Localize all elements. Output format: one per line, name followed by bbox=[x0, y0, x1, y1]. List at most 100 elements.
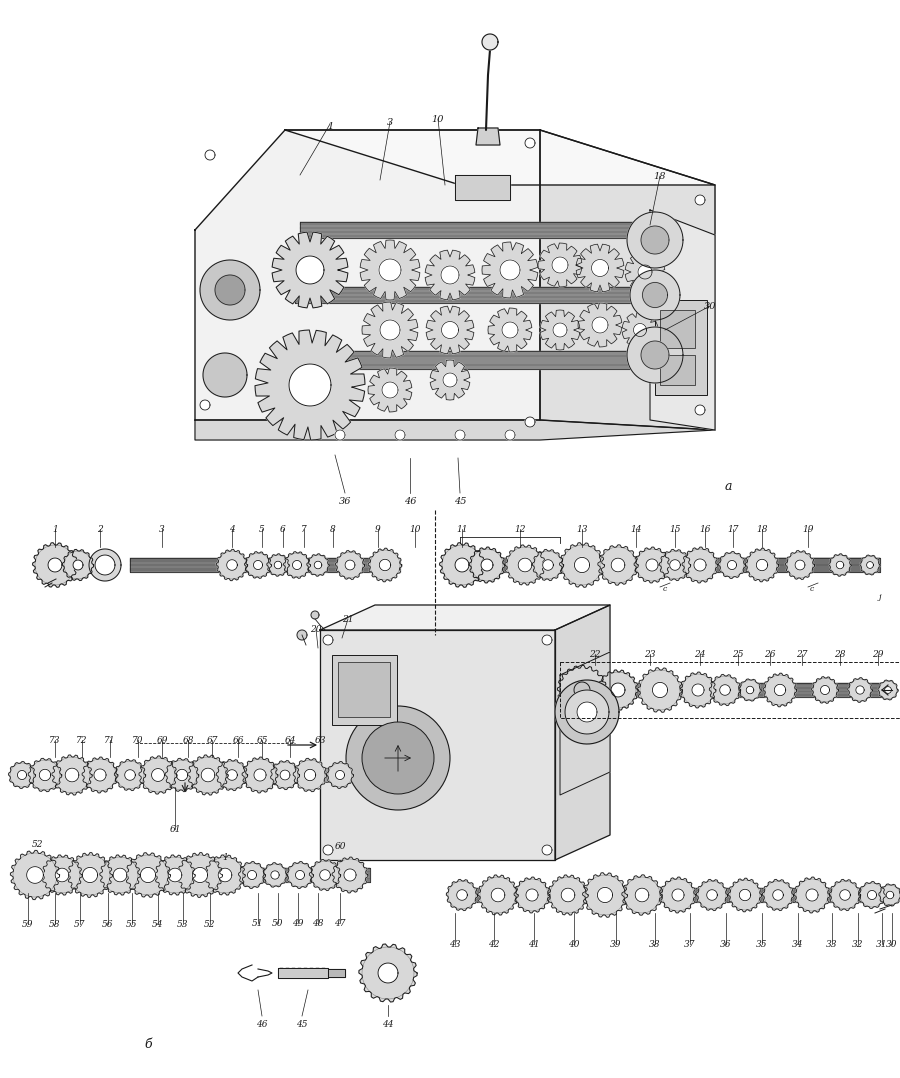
Polygon shape bbox=[255, 330, 365, 440]
Polygon shape bbox=[126, 853, 170, 897]
Text: 22: 22 bbox=[590, 650, 601, 659]
Polygon shape bbox=[227, 559, 238, 570]
Polygon shape bbox=[478, 875, 518, 915]
Polygon shape bbox=[292, 561, 302, 569]
Polygon shape bbox=[130, 558, 400, 572]
Polygon shape bbox=[476, 128, 500, 146]
Polygon shape bbox=[382, 382, 398, 398]
Text: 10: 10 bbox=[432, 115, 445, 124]
Polygon shape bbox=[89, 549, 121, 581]
Polygon shape bbox=[205, 150, 215, 160]
Polygon shape bbox=[709, 675, 741, 706]
Polygon shape bbox=[52, 755, 92, 796]
Polygon shape bbox=[300, 222, 640, 238]
Polygon shape bbox=[514, 877, 550, 913]
Text: 37: 37 bbox=[684, 940, 696, 949]
Text: 51: 51 bbox=[252, 920, 264, 928]
Polygon shape bbox=[345, 561, 355, 570]
Polygon shape bbox=[297, 630, 307, 640]
Polygon shape bbox=[482, 241, 538, 298]
Polygon shape bbox=[378, 963, 398, 983]
Polygon shape bbox=[660, 877, 696, 913]
Polygon shape bbox=[18, 768, 355, 782]
Polygon shape bbox=[739, 679, 761, 701]
Polygon shape bbox=[40, 770, 50, 780]
Bar bbox=[338, 662, 390, 717]
Polygon shape bbox=[176, 770, 188, 780]
Polygon shape bbox=[560, 683, 890, 697]
Polygon shape bbox=[95, 555, 115, 575]
Text: 3: 3 bbox=[159, 525, 165, 534]
Polygon shape bbox=[193, 868, 208, 883]
Polygon shape bbox=[540, 130, 715, 430]
Polygon shape bbox=[245, 552, 272, 579]
Polygon shape bbox=[560, 542, 605, 588]
Polygon shape bbox=[695, 405, 705, 415]
Text: 11: 11 bbox=[456, 525, 468, 534]
Polygon shape bbox=[455, 175, 510, 201]
Polygon shape bbox=[272, 232, 348, 308]
Bar bbox=[655, 300, 707, 395]
Polygon shape bbox=[611, 558, 625, 571]
Polygon shape bbox=[692, 683, 704, 696]
Polygon shape bbox=[868, 890, 877, 899]
Text: 67: 67 bbox=[206, 736, 218, 745]
Polygon shape bbox=[859, 882, 886, 909]
Polygon shape bbox=[626, 252, 665, 292]
Polygon shape bbox=[646, 558, 658, 571]
Text: 61: 61 bbox=[169, 825, 181, 834]
Polygon shape bbox=[505, 544, 545, 585]
Text: 43: 43 bbox=[449, 940, 461, 949]
Text: 60: 60 bbox=[334, 842, 346, 851]
Polygon shape bbox=[574, 682, 590, 697]
Polygon shape bbox=[295, 870, 304, 880]
Polygon shape bbox=[307, 554, 329, 577]
Polygon shape bbox=[660, 550, 690, 581]
Text: 47: 47 bbox=[334, 920, 346, 928]
Circle shape bbox=[362, 722, 434, 794]
Polygon shape bbox=[867, 562, 873, 568]
Polygon shape bbox=[254, 769, 266, 782]
Polygon shape bbox=[11, 851, 59, 900]
Text: 18: 18 bbox=[756, 525, 768, 534]
Polygon shape bbox=[426, 306, 474, 354]
Text: 73: 73 bbox=[50, 736, 61, 745]
Polygon shape bbox=[591, 260, 608, 276]
Polygon shape bbox=[360, 240, 420, 300]
Text: 14: 14 bbox=[630, 525, 642, 534]
Polygon shape bbox=[542, 845, 552, 855]
Polygon shape bbox=[274, 562, 282, 569]
Text: 27: 27 bbox=[796, 650, 808, 659]
Polygon shape bbox=[362, 302, 418, 358]
Polygon shape bbox=[17, 771, 27, 779]
Polygon shape bbox=[745, 549, 778, 582]
Polygon shape bbox=[155, 855, 195, 895]
Text: 57: 57 bbox=[74, 920, 86, 929]
Polygon shape bbox=[720, 685, 730, 695]
Polygon shape bbox=[425, 250, 475, 300]
Polygon shape bbox=[216, 759, 248, 790]
Polygon shape bbox=[774, 685, 786, 695]
Polygon shape bbox=[886, 892, 894, 899]
Text: 52: 52 bbox=[204, 920, 216, 929]
Polygon shape bbox=[739, 889, 751, 901]
Text: 8: 8 bbox=[330, 525, 336, 534]
Polygon shape bbox=[271, 761, 300, 789]
Text: 34: 34 bbox=[792, 940, 804, 949]
Polygon shape bbox=[296, 255, 324, 284]
Text: 23: 23 bbox=[644, 650, 656, 659]
Polygon shape bbox=[379, 559, 391, 570]
Bar bbox=[660, 310, 695, 348]
Polygon shape bbox=[65, 769, 79, 782]
Text: a: a bbox=[724, 480, 732, 493]
Text: 68: 68 bbox=[182, 736, 194, 745]
Polygon shape bbox=[756, 559, 768, 570]
Text: 13: 13 bbox=[576, 525, 588, 534]
Polygon shape bbox=[627, 212, 683, 268]
Polygon shape bbox=[328, 969, 345, 977]
Text: 63: 63 bbox=[314, 736, 326, 745]
Polygon shape bbox=[672, 889, 684, 901]
Polygon shape bbox=[598, 887, 613, 902]
Polygon shape bbox=[552, 257, 568, 273]
Polygon shape bbox=[452, 558, 880, 572]
